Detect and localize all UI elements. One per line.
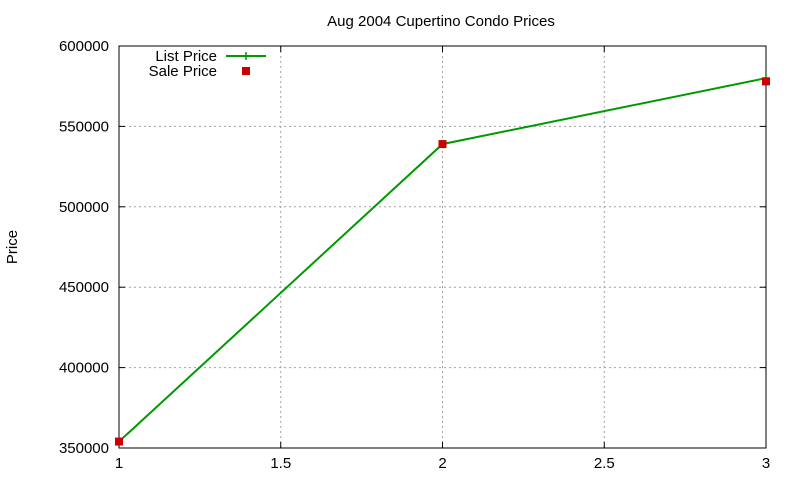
y-tick-label: 350000: [59, 440, 109, 457]
data-series: [115, 74, 770, 446]
x-tick-label: 1: [115, 455, 123, 472]
legend-label-sale-price: Sale Price: [149, 63, 217, 80]
legend-marker-sale-price: [242, 67, 250, 75]
axis-ticks: 350000 400000 450000 500000 550000 600000 1 1.5…: [59, 38, 770, 472]
sale-price-point: [438, 140, 447, 149]
y-tick-label: 400000: [59, 360, 109, 377]
x-tick-label: 2: [438, 455, 446, 472]
y-tick-label: 450000: [59, 279, 109, 296]
y-axis-label: Price: [4, 230, 21, 264]
sale-price-point: [762, 77, 770, 86]
sale-price-point: [115, 437, 123, 446]
x-tick-label: 2.5: [594, 455, 615, 472]
legend-marker-list-price: [242, 52, 250, 60]
y-tick-label: 500000: [59, 199, 109, 216]
grid: [119, 46, 766, 448]
chart-title: Aug 2004 Cupertino Condo Prices: [327, 13, 555, 30]
x-tick-label: 1.5: [270, 455, 291, 472]
y-tick-label: 550000: [59, 118, 109, 135]
legend-label-list-price: List Price: [155, 48, 217, 65]
x-tick-label: 3: [762, 455, 770, 472]
y-tick-label: 600000: [59, 38, 109, 55]
